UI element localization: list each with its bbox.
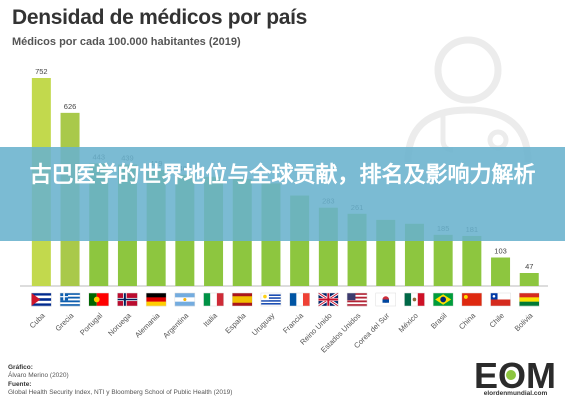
france-flag-icon	[289, 292, 310, 307]
south-korea-flag-icon	[375, 292, 396, 307]
category-label: Francia	[281, 310, 306, 335]
uruguay-flag-icon	[260, 292, 282, 307]
source-text: Global Health Security Index, NTI y Bloo…	[8, 388, 233, 396]
chart-footer: Gráfico: Álvaro Merino (2020) Fuente: Gl…	[8, 364, 232, 397]
category-label: Portugal	[78, 311, 104, 337]
cuba-flag-icon	[31, 292, 52, 307]
category-label: Italia	[201, 310, 219, 328]
argentina-flag-icon	[174, 292, 196, 307]
graphic-author: Álvaro Merino (2020)	[8, 372, 69, 380]
norway-flag-icon	[117, 292, 138, 307]
category-label: Argentina	[161, 310, 191, 340]
portugal-flag-icon	[88, 292, 109, 307]
category-label: Brasil	[429, 311, 449, 331]
mexico-flag-icon	[404, 292, 425, 307]
graphic-label: Gráfico:	[8, 364, 33, 371]
bar-chile	[491, 257, 511, 286]
category-label: Uruguay	[250, 311, 277, 338]
category-label: Grecia	[53, 310, 76, 333]
category-label: España	[223, 310, 248, 335]
source-label: Fuente:	[8, 380, 32, 388]
value-label: 103	[494, 247, 507, 256]
italy-flag-icon	[203, 292, 224, 307]
brazil-flag-icon	[432, 292, 454, 307]
chart-subtitle: Médicos por cada 100.000 habitantes (201…	[12, 36, 241, 48]
category-label: Alemania	[133, 310, 162, 339]
category-label: Noruega	[106, 310, 133, 337]
category-label: Chile	[488, 311, 506, 329]
category-label: China	[457, 310, 478, 331]
overlay-banner	[0, 147, 565, 241]
usa-flag-icon	[346, 292, 368, 307]
spain-flag-icon	[232, 292, 253, 307]
greece-flag-icon	[59, 292, 81, 307]
chart-title: Densidad de médicos por país	[12, 6, 308, 29]
value-label: 752	[35, 67, 48, 76]
bar-brasil	[433, 234, 453, 286]
category-label: Cuba	[28, 310, 48, 330]
china-flag-icon	[461, 292, 483, 307]
logo-site: elordenmundial.com	[483, 390, 548, 397]
bolivia-flag-icon	[519, 292, 540, 307]
eom-logo-icon: EOM	[474, 355, 556, 396]
banner-text: 古巴医学的世界地位与全球贡献，排名及影响力解析	[29, 163, 536, 188]
bar-china	[462, 235, 482, 286]
chile-flag-icon	[490, 292, 511, 307]
uk-flag-icon	[317, 291, 340, 308]
category-label: México	[397, 311, 420, 334]
value-label: 47	[525, 262, 533, 271]
bar-bolivia	[519, 273, 539, 286]
value-label: 626	[64, 102, 77, 111]
category-label: Bolivia	[513, 310, 536, 333]
germany-flag-icon	[145, 292, 167, 307]
